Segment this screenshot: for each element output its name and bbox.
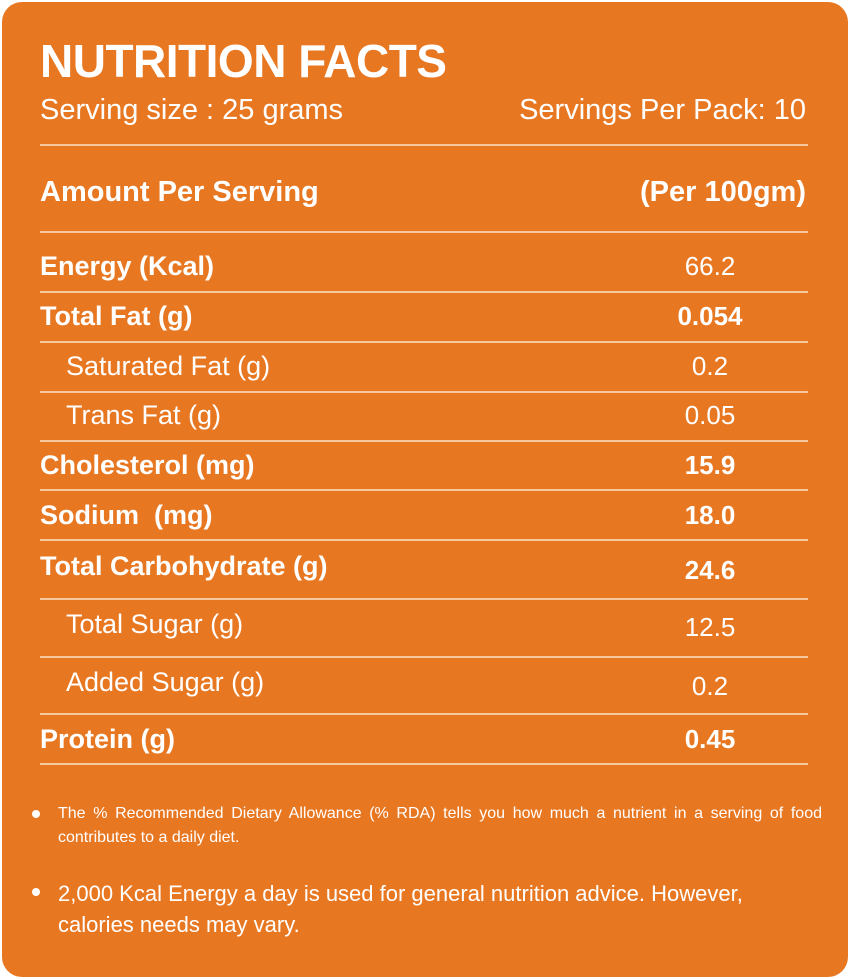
divider	[40, 440, 808, 442]
row-label: Total Carbohydrate (g)	[40, 551, 328, 581]
row-label: Cholesterol (mg)	[40, 450, 255, 480]
row-value: 0.05	[684, 400, 736, 430]
divider	[40, 144, 808, 146]
row-value: 0.2	[691, 671, 729, 701]
bullet-icon	[32, 888, 40, 896]
row-value: 24.6	[684, 555, 736, 585]
row-label: Added Sugar (g)	[66, 667, 265, 697]
row-value: 66.2	[684, 251, 736, 281]
divider	[40, 489, 808, 491]
page-title: NUTRITION FACTS	[40, 35, 447, 87]
divider	[40, 598, 808, 600]
row-label: Trans Fat (g)	[66, 400, 222, 430]
row-value: 12.5	[684, 612, 736, 642]
row-value: 0.2	[691, 351, 729, 381]
row-label: Protein (g)	[40, 724, 175, 754]
divider	[40, 291, 808, 293]
serving-size: Serving size : 25 grams	[40, 94, 344, 126]
row-value: 18.0	[684, 500, 736, 530]
servings-per-pack: Servings Per Pack: 10	[519, 94, 806, 126]
divider	[40, 656, 808, 658]
divider	[40, 231, 808, 233]
footnote-text: 2,000 Kcal Energy a day is used for gene…	[58, 881, 743, 937]
row-label: Energy (Kcal)	[40, 251, 215, 281]
divider	[40, 341, 808, 343]
divider	[40, 763, 808, 765]
bullet-icon	[32, 810, 40, 818]
row-value: 15.9	[684, 450, 736, 480]
amount-per-serving-heading: Amount Per Serving	[40, 176, 319, 208]
row-value: 0.054	[677, 301, 743, 331]
per-100gm-heading: (Per 100gm)	[639, 176, 806, 208]
row-label: Total Fat (g)	[40, 301, 193, 331]
row-value: 0.45	[684, 724, 736, 754]
divider	[40, 713, 808, 715]
footnote-text: The % Recommended Dietary Allowance (% R…	[58, 805, 822, 846]
row-label: Saturated Fat (g)	[66, 351, 271, 381]
row-label: Total Sugar (g)	[66, 609, 244, 639]
divider	[40, 391, 808, 393]
row-label: Sodium (mg)	[40, 500, 213, 530]
divider	[40, 539, 808, 541]
